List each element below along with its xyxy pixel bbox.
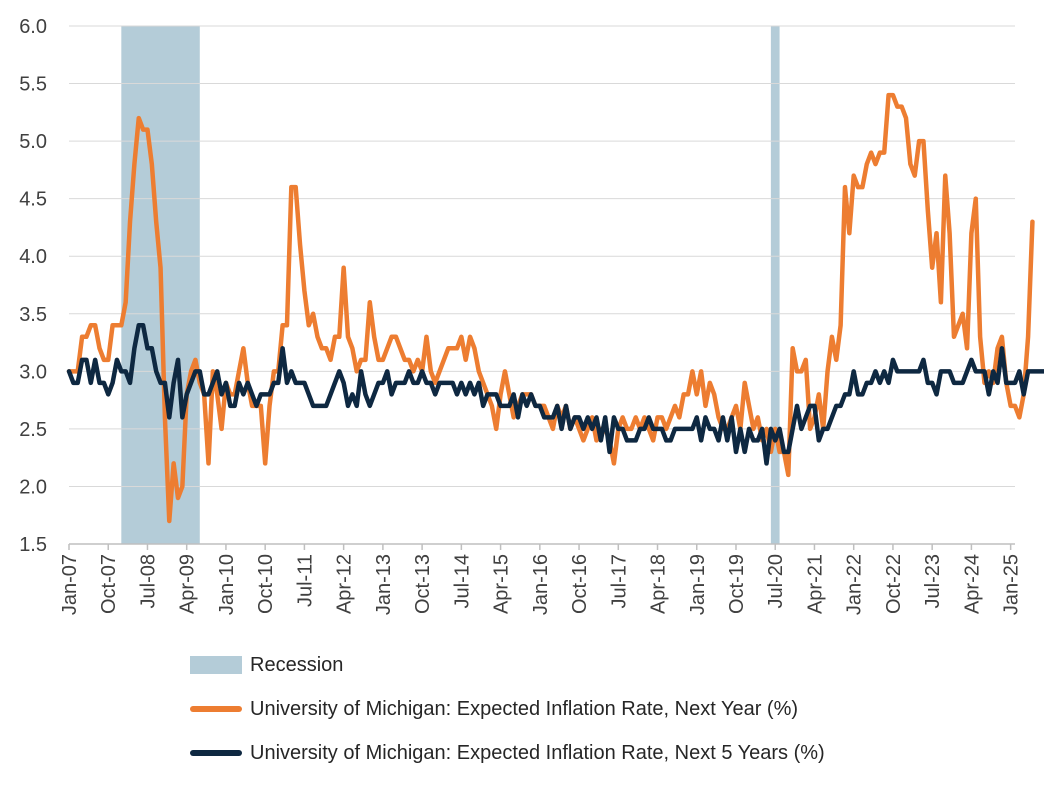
x-tick-label: Jul-17 [608, 554, 630, 608]
series-line-next-year [66, 92, 1035, 524]
series-lines [66, 92, 1044, 524]
x-tick-label: Apr-12 [334, 554, 356, 614]
x-axis-tick-labels: Jan-07 Oct-07 Jul-08 Apr-09 Jan-10 Oct-10 Jul-… [59, 554, 1023, 615]
x-tick-label: Oct-16 [569, 554, 591, 614]
y-tick-label: 4.5 [19, 189, 47, 211]
x-axis [68, 543, 1015, 550]
x-tick-label: Jan-10 [216, 554, 238, 615]
x-tick-label: Jul-11 [294, 554, 316, 607]
x-tick-label: Oct-22 [883, 554, 905, 614]
x-tick-label: Jan-16 [530, 554, 552, 615]
y-tick-label: 3.5 [19, 304, 47, 326]
x-tick-label: Oct-07 [98, 554, 120, 614]
legend-swatch-next-5-years [190, 750, 242, 756]
x-tick-label: Jan-07 [59, 554, 81, 615]
y-tick-label: 5.5 [19, 74, 47, 96]
y-tick-label: 3.0 [19, 361, 47, 383]
y-tick-label: 2.5 [19, 419, 47, 441]
x-tick-label: Apr-15 [491, 554, 513, 614]
x-tick-label: Oct-10 [255, 554, 277, 614]
legend-label-next-5-years: University of Michigan: Expected Inflati… [250, 741, 825, 764]
y-tick-label: 5.0 [19, 131, 47, 153]
legend-swatch-recession [190, 656, 242, 674]
legend-item-next-5-years: University of Michigan: Expected Inflati… [190, 731, 825, 775]
recession-bar-2 [770, 26, 780, 544]
x-tick-label: Oct-13 [412, 554, 434, 614]
y-tick-label: 1.5 [19, 534, 47, 556]
legend: Recession University of Michigan: Expect… [190, 643, 825, 775]
x-tick-label: Jan-25 [1001, 554, 1023, 615]
legend-item-next-year: University of Michigan: Expected Inflati… [190, 687, 825, 731]
gridlines [69, 25, 1015, 545]
series-line-next-5-years [66, 323, 1044, 466]
legend-swatch-next-year [190, 706, 242, 712]
legend-label-recession: Recession [250, 653, 344, 676]
x-tick-label: Apr-09 [177, 554, 199, 614]
y-tick-label: 4.0 [19, 246, 47, 268]
x-tick-label: Apr-24 [961, 554, 983, 614]
x-tick-label: Oct-19 [726, 554, 748, 614]
x-tick-label: Jan-22 [844, 554, 866, 615]
recession-shading-layer [121, 26, 780, 544]
x-tick-label: Jul-14 [451, 554, 473, 608]
legend-label-next-year: University of Michigan: Expected Inflati… [250, 697, 799, 720]
x-tick-label: Jul-08 [137, 554, 159, 608]
x-tick-label: Jul-20 [765, 554, 787, 608]
x-tick-label: Apr-18 [648, 554, 670, 614]
legend-item-recession: Recession [190, 643, 825, 687]
x-tick-label: Jan-13 [373, 554, 395, 615]
y-tick-label: 6.0 [19, 16, 47, 38]
y-tick-label: 2.0 [19, 476, 47, 498]
x-tick-label: Jan-19 [687, 554, 709, 615]
x-tick-label: Apr-21 [804, 554, 826, 614]
y-axis-tick-labels: 1.5 2.0 2.5 3.0 3.5 4.0 4.5 5.0 5.5 6.0 [19, 16, 47, 556]
x-tick-label: Jul-23 [922, 554, 944, 608]
